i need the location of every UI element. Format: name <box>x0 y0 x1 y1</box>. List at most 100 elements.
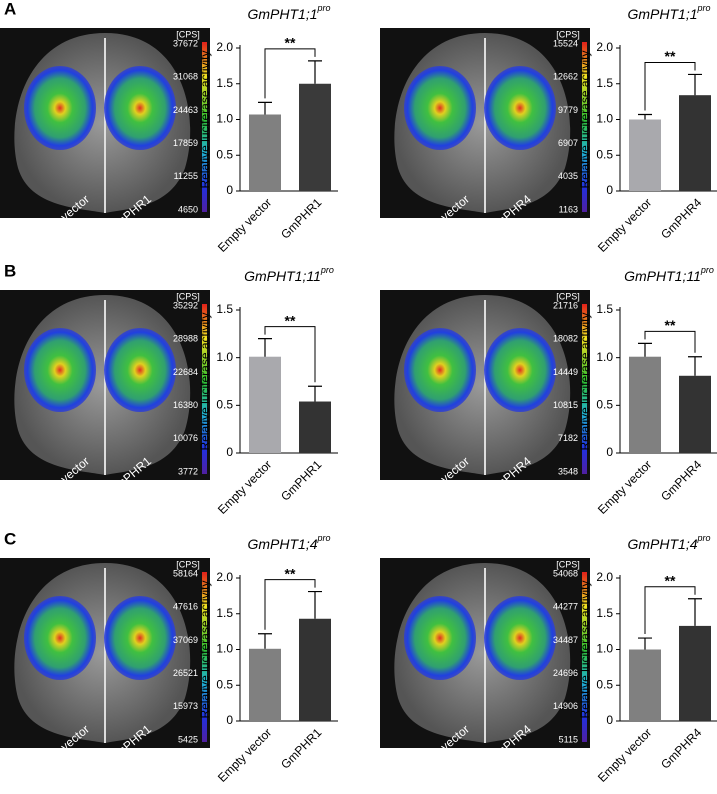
signal <box>484 596 556 680</box>
x-tick-label: Empty vector <box>595 195 654 254</box>
y-tick-label: 0 <box>606 445 613 459</box>
colorbar-tick-label: 18082 <box>553 334 578 344</box>
luminescence-image: [CPS]54068442773448724696149065115Empty … <box>380 558 590 778</box>
colorbar-tick-label: 5425 <box>178 734 198 744</box>
title-text: GmPHT1;11 <box>244 268 321 284</box>
x-tick-label: GmPHR4 <box>658 457 704 503</box>
x-tick-label: Empty vector <box>215 725 274 784</box>
colorbar-tick-label: 31068 <box>173 72 198 82</box>
error-bar <box>638 637 652 650</box>
panel-label: B <box>4 261 16 280</box>
colorbar <box>582 42 587 212</box>
colorbar-tick-label: 14906 <box>553 701 578 711</box>
colorbar-label: [CPS] <box>556 29 580 39</box>
colorbar-tick-label: 37672 <box>173 38 198 48</box>
y-tick-label: 0.5 <box>216 398 233 412</box>
y-axis-label: Relative luciferase activity <box>578 50 592 188</box>
chart-title: GmPHT1;1pro <box>247 3 330 21</box>
bar <box>679 95 711 191</box>
signal <box>24 596 96 680</box>
x-tick-label: GmPHR1 <box>278 725 324 771</box>
y-tick-label: 1.5 <box>596 302 613 316</box>
colorbar-tick-label: 10815 <box>553 400 578 410</box>
y-tick-label: 0 <box>226 183 233 197</box>
significance-bracket <box>644 586 696 635</box>
colorbar-tick-label: 7182 <box>558 433 578 443</box>
title-superscript: pro <box>697 3 711 13</box>
significance-bracket <box>644 330 696 353</box>
significance-label: ** <box>285 565 296 581</box>
chart-title: GmPHT1;1pro <box>627 3 710 21</box>
colorbar-label: [CPS] <box>176 559 200 569</box>
title-text: GmPHT1;1 <box>247 6 317 22</box>
y-tick-label: 0 <box>606 183 613 197</box>
panel-label: C <box>4 529 16 548</box>
title-text: GmPHT1;4 <box>627 536 697 552</box>
y-axis-label: Relative luciferase activity <box>198 312 212 450</box>
y-tick-label: 0.5 <box>596 147 613 161</box>
bar <box>629 356 661 453</box>
y-tick-label: 1.0 <box>596 642 613 656</box>
signal <box>484 66 556 150</box>
colorbar-tick-label: 10076 <box>173 433 198 443</box>
error-bar <box>688 598 702 626</box>
error-bar <box>258 101 272 115</box>
x-tick-label: GmPHR4 <box>658 725 704 771</box>
bar <box>679 625 711 721</box>
x-tick-label: Empty vector <box>595 457 654 516</box>
y-tick-label: 0 <box>606 713 613 727</box>
signal <box>404 596 476 680</box>
significance-label: ** <box>285 35 296 51</box>
signal <box>104 66 176 150</box>
y-tick-label: 1.5 <box>596 76 613 90</box>
y-tick-label: 0 <box>226 713 233 727</box>
colorbar-label: [CPS] <box>176 29 200 39</box>
significance-label: ** <box>285 312 296 328</box>
y-tick-label: 0 <box>226 445 233 459</box>
signal <box>24 328 96 412</box>
colorbar-tick-label: 22684 <box>173 367 198 377</box>
error-bar <box>258 633 272 649</box>
y-axis-label: Relative luciferase activity <box>578 580 592 718</box>
x-tick-label: Empty vector <box>215 457 274 516</box>
colorbar-tick-label: 15524 <box>553 38 578 48</box>
y-tick-label: 1.5 <box>216 76 233 90</box>
colorbar-tick-label: 24696 <box>553 668 578 678</box>
colorbar-tick-label: 3548 <box>558 466 578 476</box>
colorbar-tick-label: 21716 <box>553 300 578 310</box>
significance-bracket <box>264 48 316 99</box>
bar <box>629 119 661 191</box>
error-bar <box>638 113 652 120</box>
colorbar-tick-label: 15973 <box>173 701 198 711</box>
y-tick-label: 1.5 <box>596 606 613 620</box>
colorbar <box>582 572 587 742</box>
significance-label: ** <box>665 48 676 64</box>
title-text: GmPHT1;1 <box>627 6 697 22</box>
significance-label: ** <box>665 572 676 588</box>
colorbar-tick-label: 26521 <box>173 668 198 678</box>
y-tick-label: 0.5 <box>596 398 613 412</box>
colorbar <box>202 572 207 742</box>
error-bar <box>308 60 322 84</box>
signal <box>104 328 176 412</box>
y-axis-label: Relative luciferase activity <box>578 312 592 450</box>
colorbar-tick-label: 16380 <box>173 400 198 410</box>
colorbar-tick-label: 17859 <box>173 138 198 148</box>
x-tick-label: Empty vector <box>215 195 274 254</box>
x-tick-label: Empty vector <box>595 725 654 784</box>
y-tick-label: 1.0 <box>596 350 613 364</box>
y-tick-label: 1.0 <box>216 350 233 364</box>
colorbar-tick-label: 44277 <box>553 602 578 612</box>
title-text: GmPHT1;4 <box>247 536 317 552</box>
y-tick-label: 1.0 <box>216 112 233 126</box>
y-axis-label: Relative luciferase activity <box>198 580 212 718</box>
colorbar <box>582 304 587 474</box>
colorbar-tick-label: 5115 <box>559 734 578 744</box>
title-superscript: pro <box>697 533 711 543</box>
error-bar <box>308 590 322 619</box>
error-bar <box>258 338 272 357</box>
bar <box>299 618 331 721</box>
